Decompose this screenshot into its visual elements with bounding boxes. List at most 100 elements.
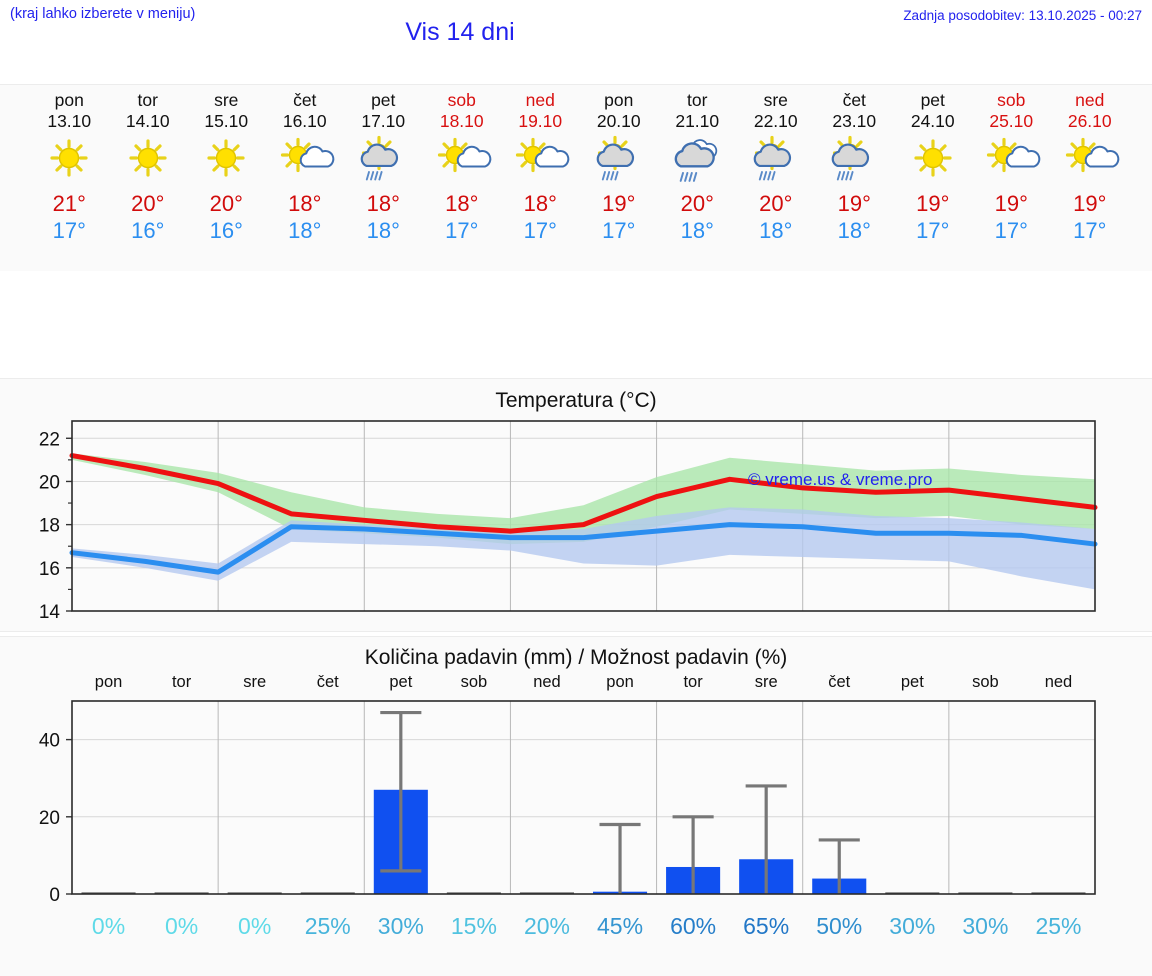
temperature-series-line	[69, 522, 1098, 575]
day-column[interactable]: ned 19.10 18° 17°	[501, 85, 580, 271]
sun-cloud-rain-icon	[822, 135, 886, 185]
min-temperature-value: 18°	[837, 218, 871, 243]
page-header: (kraj lahko izberete v meniju) Vis 14 dn…	[0, 0, 1152, 78]
precipitation-day-label: pon	[606, 673, 634, 691]
temperature-panel: Temperatura (°C) 14 16 18 20 22 © vreme.us & …	[0, 378, 1152, 632]
day-column[interactable]: pet 24.10 19° 17°	[894, 85, 973, 271]
precipitation-probability-label: 25%	[305, 913, 351, 939]
day-of-week-label: pet	[371, 90, 396, 110]
precipitation-chart: pon tor sre čet pet sob ned pon tor sre čet pet sob n…	[39, 673, 1096, 939]
day-date-label: 26.10	[1067, 111, 1112, 131]
max-temperature-value: 21°	[52, 191, 86, 216]
day-column[interactable]: čet 23.10 19° 18°	[815, 85, 894, 271]
sun-icon	[37, 135, 101, 185]
day-date-label: 16.10	[282, 111, 327, 131]
day-column[interactable]: sob 25.10 19° 17°	[972, 85, 1051, 271]
precipitation-probability-label: 15%	[451, 913, 497, 939]
temperature-series-line	[69, 453, 1098, 534]
sun-icon	[116, 135, 180, 185]
precipitation-probability-label: 30%	[889, 913, 935, 939]
precipitation-probability-label: 60%	[670, 913, 716, 939]
sun-cloud-rain-icon	[351, 135, 415, 185]
max-temperature-value: 20°	[759, 191, 793, 216]
max-temperature-value: 18°	[523, 191, 557, 216]
min-temperature-value: 17°	[916, 218, 950, 243]
day-column[interactable]: pon 13.10 21° 17°	[30, 85, 109, 271]
day-date-label: 15.10	[204, 111, 249, 131]
day-column[interactable]: sre 22.10 20° 18°	[737, 85, 816, 271]
precipitation-chart-title: Količina padavin (mm) / Možnost padavin …	[364, 646, 788, 669]
precipitation-day-label: pet	[901, 673, 924, 691]
precipitation-probability-label: 0%	[238, 913, 271, 939]
day-column[interactable]: sre 15.10 20° 16°	[187, 85, 266, 271]
temperature-chart-title: Temperatura (°C)	[495, 389, 657, 412]
sun-cloud-icon	[979, 135, 1043, 185]
day-of-week-label: sob	[447, 90, 476, 110]
precipitation-probability-label: 50%	[816, 913, 862, 939]
day-date-label: 23.10	[832, 111, 877, 131]
max-temperature-value: 19°	[837, 191, 871, 216]
day-column[interactable]: sob 18.10 18° 17°	[423, 85, 502, 271]
precipitation-probability-label: 30%	[378, 913, 424, 939]
max-temperature-value: 18°	[366, 191, 400, 216]
min-temperature-value: 17°	[445, 218, 479, 243]
sun-cloud-icon	[430, 135, 494, 185]
copyright-annotation: © vreme.us & vreme.pro	[748, 470, 932, 489]
max-temperature-value: 20°	[680, 191, 714, 216]
day-of-week-label: sre	[763, 90, 788, 110]
precipitation-y-axis-tick: 20	[39, 808, 60, 829]
day-date-label: 13.10	[47, 111, 92, 131]
precipitation-probability-label: 30%	[962, 913, 1008, 939]
max-temperature-value: 19°	[602, 191, 636, 216]
day-column[interactable]: tor 14.10 20° 16°	[109, 85, 188, 271]
max-temperature-value: 19°	[994, 191, 1028, 216]
min-temperature-value: 16°	[131, 218, 165, 243]
location-menu-hint[interactable]: (kraj lahko izberete v meniju)	[10, 6, 196, 22]
daily-forecast-strip: pon 13.10 21° 17° tor 14.10 20° 16° sre 15.10 20° 1…	[0, 84, 1152, 272]
temperature-uncertainty-band	[72, 453, 1095, 545]
min-temperature-value: 18°	[680, 218, 714, 243]
day-column[interactable]: pon 20.10 19° 17°	[580, 85, 659, 271]
precipitation-plot-area	[72, 701, 1095, 894]
precipitation-day-label: pet	[389, 673, 412, 691]
precipitation-day-label: čet	[317, 673, 339, 691]
temperature-y-axis-tick: 14	[39, 602, 61, 623]
max-temperature-value: 20°	[209, 191, 243, 216]
last-updated-text: Zadnja posodobitev: 13.10.2025 - 00:27	[903, 8, 1142, 23]
day-date-label: 20.10	[596, 111, 641, 131]
day-of-week-label: tor	[687, 90, 708, 110]
temperature-y-axis-tick: 20	[39, 472, 60, 493]
precipitation-probability-label: 0%	[92, 913, 125, 939]
max-temperature-value: 18°	[445, 191, 479, 216]
day-of-week-label: čet	[293, 90, 317, 110]
day-date-label: 25.10	[989, 111, 1034, 131]
day-of-week-label: čet	[842, 90, 866, 110]
precipitation-plot-border	[71, 700, 1096, 895]
day-date-label: 17.10	[361, 111, 406, 131]
day-of-week-label: pet	[920, 90, 945, 110]
day-column[interactable]: čet 16.10 18° 18°	[266, 85, 345, 271]
precipitation-y-axis-tick: 0	[49, 885, 60, 906]
precipitation-day-label: ned	[1045, 673, 1073, 691]
max-temperature-value: 18°	[288, 191, 322, 216]
day-date-label: 19.10	[518, 111, 563, 131]
max-temperature-value: 20°	[131, 191, 165, 216]
min-temperature-value: 17°	[52, 218, 86, 243]
min-temperature-value: 16°	[209, 218, 243, 243]
precipitation-panel: Količina padavin (mm) / Možnost padavin …	[0, 636, 1152, 976]
precipitation-day-label: sre	[755, 673, 778, 691]
precipitation-day-label: čet	[828, 673, 850, 691]
day-date-label: 24.10	[910, 111, 955, 131]
precipitation-day-label: ned	[533, 673, 561, 691]
day-column[interactable]: tor 21.10 20° 18°	[658, 85, 737, 271]
precipitation-day-label: pon	[95, 673, 123, 691]
day-column[interactable]: pet 17.10 18° 18°	[344, 85, 423, 271]
max-temperature-value: 19°	[916, 191, 950, 216]
day-of-week-label: ned	[525, 90, 555, 110]
cloud-rain-icon	[665, 135, 729, 185]
precipitation-day-label: tor	[683, 673, 703, 691]
day-column[interactable]: ned 26.10 19° 17°	[1051, 85, 1130, 271]
temperature-plot-border	[71, 420, 1096, 612]
day-of-week-label: pon	[604, 90, 634, 110]
